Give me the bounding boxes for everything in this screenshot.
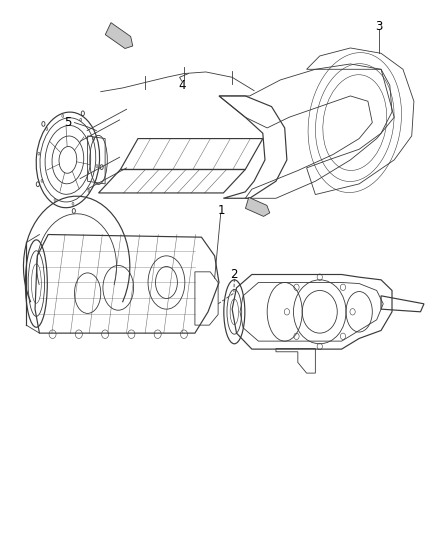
Polygon shape — [105, 22, 133, 49]
Text: 4: 4 — [178, 79, 186, 92]
Polygon shape — [245, 197, 270, 216]
Text: 3: 3 — [375, 20, 382, 33]
Text: 2: 2 — [230, 268, 238, 281]
Text: 5: 5 — [64, 116, 71, 129]
Text: 1: 1 — [217, 204, 225, 217]
